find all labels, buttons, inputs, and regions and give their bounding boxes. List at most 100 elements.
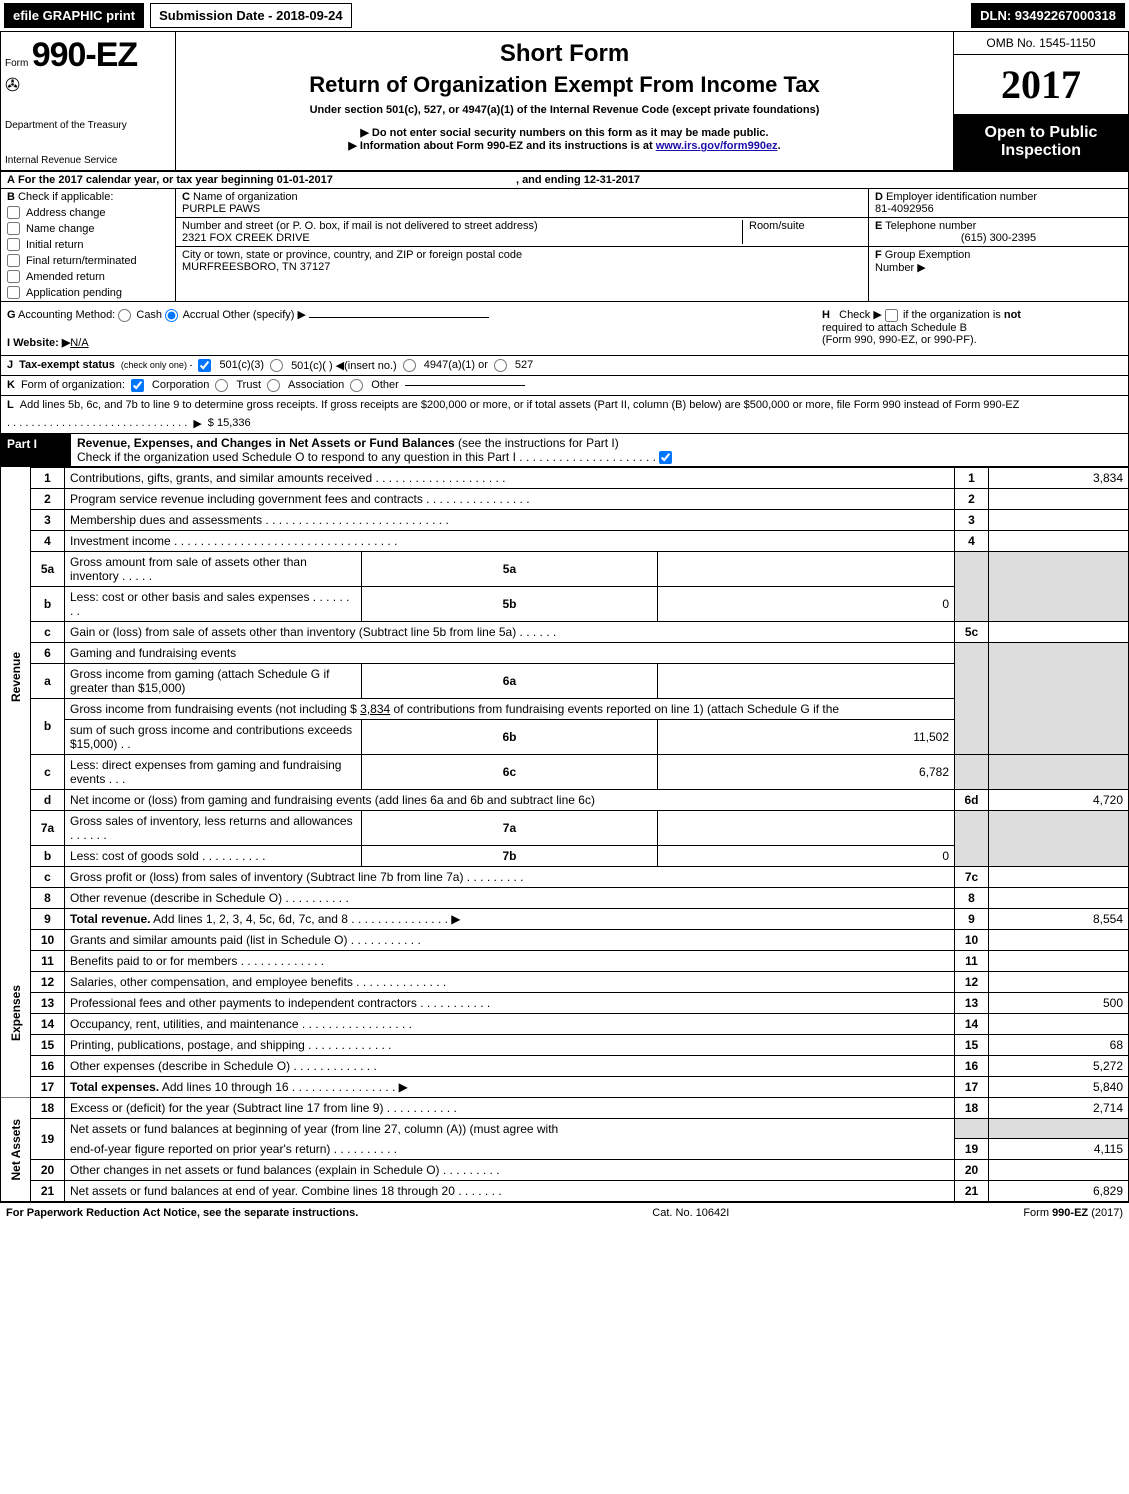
ln-12: 12 [955, 971, 989, 992]
gh-block: G Accounting Method: Cash Accrual Other … [0, 302, 1129, 356]
d-heading: Employer identification number [886, 191, 1037, 203]
desc-6a: Gross income from gaming (attach Schedul… [65, 663, 362, 698]
desc-17-bold: Total expenses. [70, 1080, 159, 1094]
ln-11: 11 [955, 950, 989, 971]
row-14: 14Occupancy, rent, utilities, and mainte… [1, 1013, 1129, 1034]
radio-accrual[interactable] [165, 309, 178, 322]
chk-amended-return[interactable]: Amended return [7, 270, 169, 283]
chk-h[interactable] [885, 309, 898, 322]
chk-name-change[interactable]: Name change [7, 222, 169, 235]
open-line2: Inspection [958, 142, 1124, 160]
open-to-public: Open to Public Inspection [954, 114, 1128, 170]
chk-corp[interactable] [131, 379, 144, 392]
ln-13: 13 [955, 992, 989, 1013]
chk-final-return[interactable]: Final return/terminated [7, 254, 169, 267]
city-lbl: City or town, state or province, country… [182, 249, 522, 261]
section-DEF: D Employer identification number 81-4092… [868, 189, 1128, 301]
row-5c: c Gain or (loss) from sale of assets oth… [1, 621, 1129, 642]
desc-5c: Gain or (loss) from sale of assets other… [65, 621, 955, 642]
label-F: F [875, 249, 882, 261]
form-header: Form 990-EZ ✇ Department of the Treasury… [0, 31, 1129, 172]
chk-application-pending[interactable]: Application pending [7, 286, 169, 299]
h-not: not [1004, 309, 1021, 321]
desc-19: Net assets or fund balances at beginning… [65, 1118, 955, 1139]
chk-initial-return[interactable]: Initial return [7, 238, 169, 251]
ln-8: 8 [955, 887, 989, 908]
desc-6c: Less: direct expenses from gaming and fu… [65, 754, 362, 789]
dept-irs: Internal Revenue Service [5, 155, 171, 166]
desc-3: Membership dues and assessments . . . . … [65, 509, 955, 530]
radio-4947[interactable] [403, 359, 416, 372]
shade-7 [955, 810, 989, 866]
j-o2: 501(c)( ) ◀(insert no.) [291, 359, 397, 372]
desc-13: Professional fees and other payments to … [65, 992, 955, 1013]
val-10 [989, 929, 1129, 950]
chk-initial-return-lbl: Initial return [26, 239, 83, 251]
num-7b: b [31, 845, 65, 866]
sv-5a [658, 551, 955, 586]
line-K: K Form of organization: Corporation Trus… [0, 376, 1129, 396]
sv-5b: 0 [658, 586, 955, 621]
desc-7b: Less: cost of goods sold . . . . . . . .… [65, 845, 362, 866]
line-J: J Tax-exempt status(check only one) - 50… [0, 356, 1129, 376]
desc-10: Grants and similar amounts paid (list in… [65, 929, 955, 950]
chk-address-change[interactable]: Address change [7, 206, 169, 219]
radio-other[interactable] [350, 379, 363, 392]
part1-header: Part I Revenue, Expenses, and Changes in… [0, 434, 1129, 467]
j-o1: 501(c)(3) [219, 359, 264, 371]
sn-5b: 5b [361, 586, 658, 621]
radio-527[interactable] [494, 359, 507, 372]
row-20: 20Other changes in net assets or fund ba… [1, 1160, 1129, 1181]
val-20 [989, 1160, 1129, 1181]
room-suite-lbl: Room/suite [742, 220, 862, 244]
ln-21: 21 [955, 1181, 989, 1202]
radio-cash[interactable] [118, 309, 131, 322]
footer-right-bold: 990-EZ [1052, 1207, 1088, 1219]
part1-title: Revenue, Expenses, and Changes in Net As… [77, 436, 455, 450]
j-o4: 527 [515, 359, 533, 371]
j-heading: Tax-exempt status [19, 359, 115, 371]
radio-501c[interactable] [270, 359, 283, 372]
sn-6a: 6a [361, 663, 658, 698]
footer: For Paperwork Reduction Act Notice, see … [0, 1202, 1129, 1223]
val-8 [989, 887, 1129, 908]
val-4 [989, 530, 1129, 551]
row-3: 3 Membership dues and assessments . . . … [1, 509, 1129, 530]
efile-print-btn[interactable]: efile GRAPHIC print [4, 3, 144, 28]
info-link[interactable]: www.irs.gov/form990ez [656, 140, 778, 152]
other-specify-line [309, 317, 489, 318]
desc-21: Net assets or fund balances at end of ye… [65, 1181, 955, 1202]
part1-dots: . . . . . . . . . . . . . . . . . . . . … [516, 450, 656, 464]
radio-trust[interactable] [215, 379, 228, 392]
label-D: D [875, 191, 883, 203]
num-6d: d [31, 789, 65, 810]
form-number: 990-EZ [32, 36, 138, 74]
k-other: Other [371, 379, 399, 391]
row-19b: end-of-year figure reported on prior yea… [1, 1139, 1129, 1160]
row-19a: 19Net assets or fund balances at beginni… [1, 1118, 1129, 1139]
chk-part1-schedO[interactable] [659, 451, 672, 464]
radio-assoc[interactable] [267, 379, 280, 392]
j-tail: (check only one) - [121, 360, 193, 370]
chk-501c3[interactable] [198, 359, 211, 372]
val-19: 4,115 [989, 1139, 1129, 1160]
ein-val: 81-4092956 [875, 203, 934, 215]
val-9: 8,554 [989, 908, 1129, 929]
num-6c: c [31, 754, 65, 789]
desc-17: Total expenses. Add lines 10 through 16 … [65, 1076, 955, 1097]
desc-12: Salaries, other compensation, and employ… [65, 971, 955, 992]
desc-7c: Gross profit or (loss) from sales of inv… [65, 866, 955, 887]
row-17: 17Total expenses. Add lines 10 through 1… [1, 1076, 1129, 1097]
desc-6b-2: of contributions from fundraising events… [390, 702, 839, 716]
section-B: B Check if applicable: Address change Na… [1, 189, 176, 301]
part1-label: Part I [1, 434, 71, 466]
ln-16: 16 [955, 1055, 989, 1076]
num-5b: b [31, 586, 65, 621]
desc-17-rest: Add lines 10 through 16 . . . . . . . . … [159, 1080, 408, 1094]
num-14: 14 [31, 1013, 65, 1034]
l-dots: . . . . . . . . . . . . . . . . . . . . … [7, 417, 187, 429]
k-heading: Form of organization: [21, 379, 125, 391]
desc-18: Excess or (deficit) for the year (Subtra… [65, 1097, 955, 1118]
g-heading: Accounting Method: [18, 309, 115, 321]
shade-6 [955, 642, 989, 754]
